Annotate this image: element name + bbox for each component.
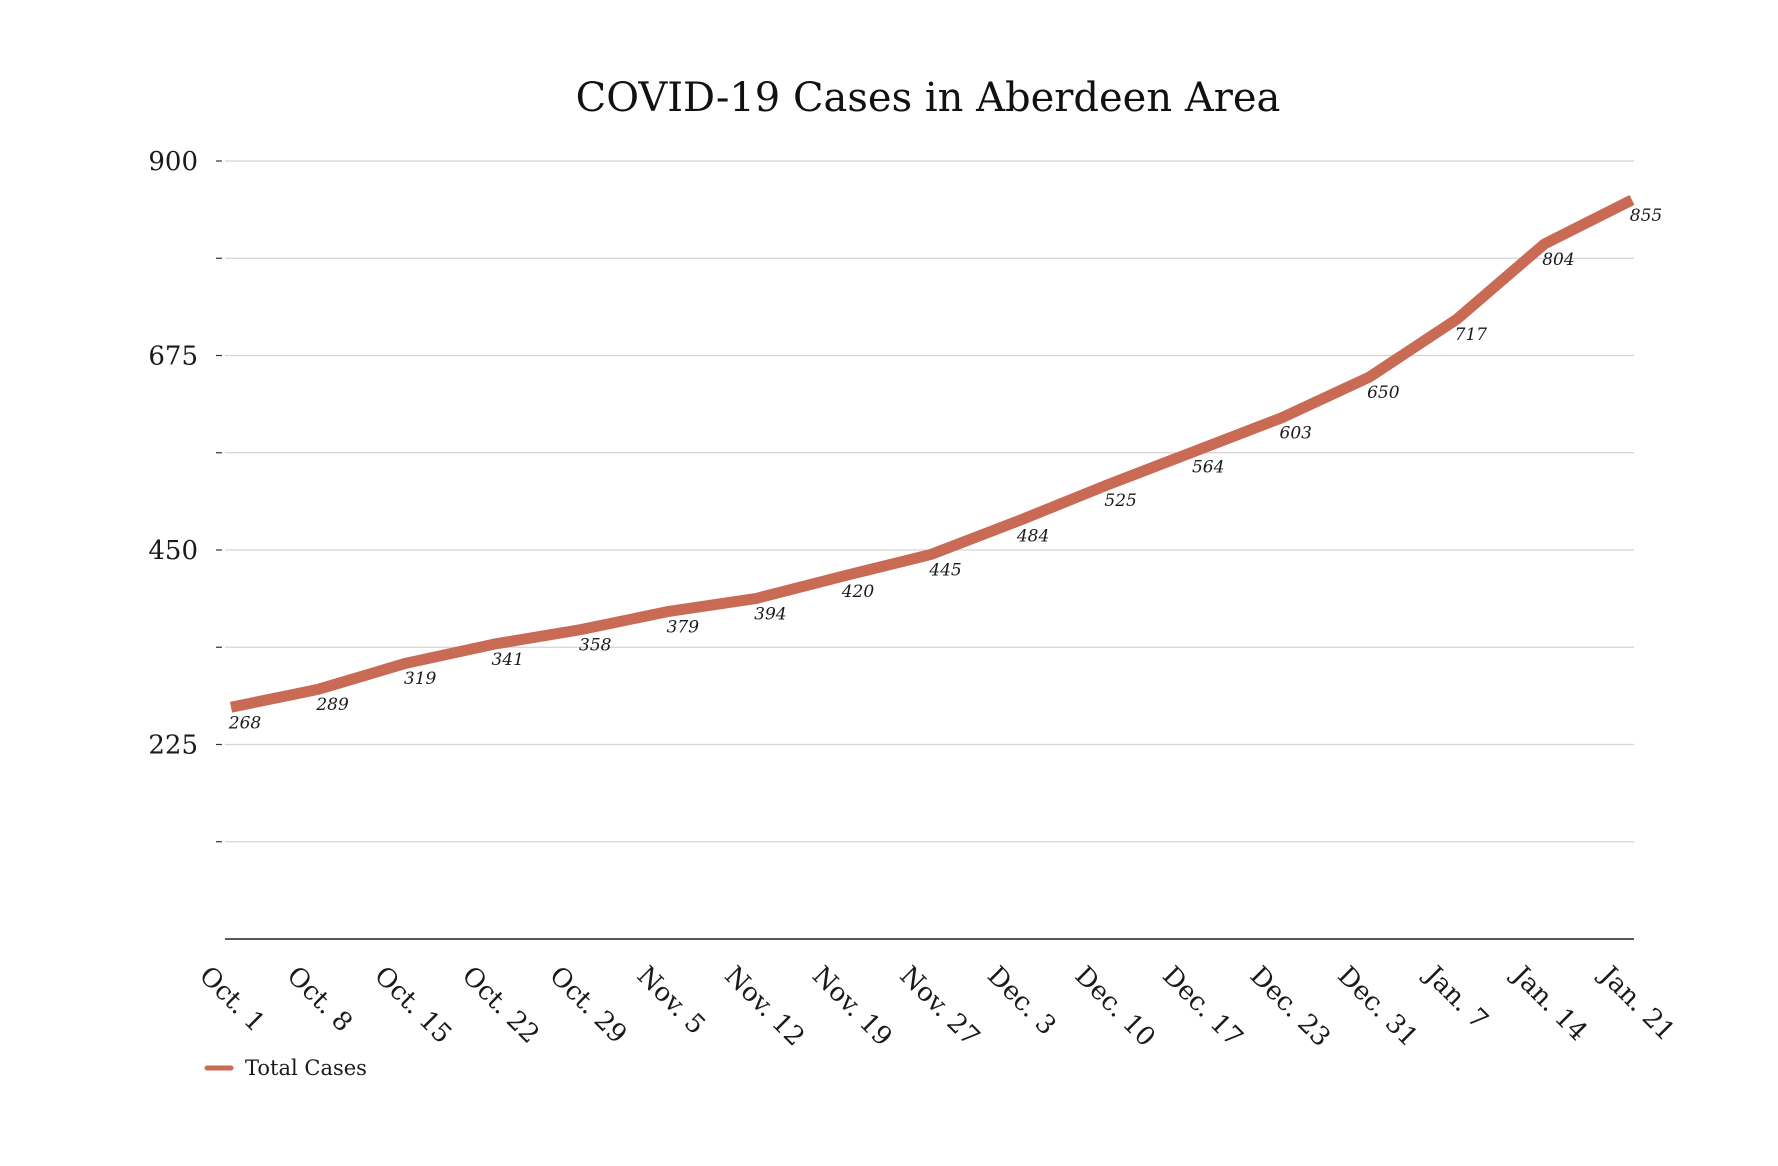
x-tick-label: Dec. 31 xyxy=(1331,961,1423,1053)
x-tick-label: Oct. 22 xyxy=(456,961,545,1050)
legend-label: Total Cases xyxy=(245,1056,367,1080)
data-label: 268 xyxy=(228,713,262,733)
x-tick-label: Dec. 10 xyxy=(1069,961,1161,1053)
x-tick-label: Dec. 17 xyxy=(1156,961,1248,1053)
x-tick-label: Oct. 1 xyxy=(193,961,270,1038)
data-label: 341 xyxy=(491,650,523,670)
x-tick-label: Nov. 27 xyxy=(894,961,986,1053)
x-tick-label: Oct. 15 xyxy=(368,961,457,1050)
data-label: 804 xyxy=(1542,250,1574,270)
x-tick-label: Jan. 7 xyxy=(1417,959,1494,1036)
x-tick-label: Oct. 8 xyxy=(281,961,358,1038)
data-label: 525 xyxy=(1104,491,1136,511)
data-label: 358 xyxy=(579,636,612,656)
data-label: 379 xyxy=(667,617,700,637)
series-total-cases xyxy=(229,194,1635,713)
y-tick-label: 225 xyxy=(148,731,198,761)
series-line-total-cases xyxy=(229,194,1635,713)
data-label: 717 xyxy=(1455,325,1488,345)
data-label: 650 xyxy=(1367,383,1400,403)
x-tick-label: Dec. 3 xyxy=(981,961,1062,1042)
x-tick-label: Oct. 29 xyxy=(543,961,632,1050)
y-axis: 225 450 675 900 xyxy=(148,147,222,843)
gridlines xyxy=(225,160,1634,843)
x-tick-label: Jan. 14 xyxy=(1504,959,1593,1048)
y-tick-label: 450 xyxy=(148,536,198,566)
x-tick-label: Jan. 21 xyxy=(1592,959,1681,1048)
data-label: 394 xyxy=(754,604,786,624)
chart-title: COVID-19 Cases in Aberdeen Area xyxy=(576,75,1281,121)
data-label: 289 xyxy=(315,695,349,715)
data-labels: 268 289 319 341 358 379 394 420 445 484 525 564 603 6… xyxy=(228,206,1662,733)
x-tick-label: Dec. 23 xyxy=(1244,961,1336,1053)
x-tick-label: Nov. 12 xyxy=(718,961,810,1053)
data-label: 319 xyxy=(404,669,437,689)
y-tick-label: 900 xyxy=(148,147,198,177)
legend: Total Cases xyxy=(204,1056,367,1080)
x-tick-label: Nov. 19 xyxy=(806,961,898,1053)
data-label: 484 xyxy=(1016,527,1049,547)
data-label: 445 xyxy=(928,560,961,580)
data-label: 420 xyxy=(841,582,875,602)
data-label: 603 xyxy=(1280,424,1312,444)
x-tick-label: Nov. 5 xyxy=(631,961,711,1041)
data-label: 855 xyxy=(1630,206,1662,226)
data-label: 564 xyxy=(1192,457,1224,477)
y-tick-label: 675 xyxy=(148,342,198,372)
